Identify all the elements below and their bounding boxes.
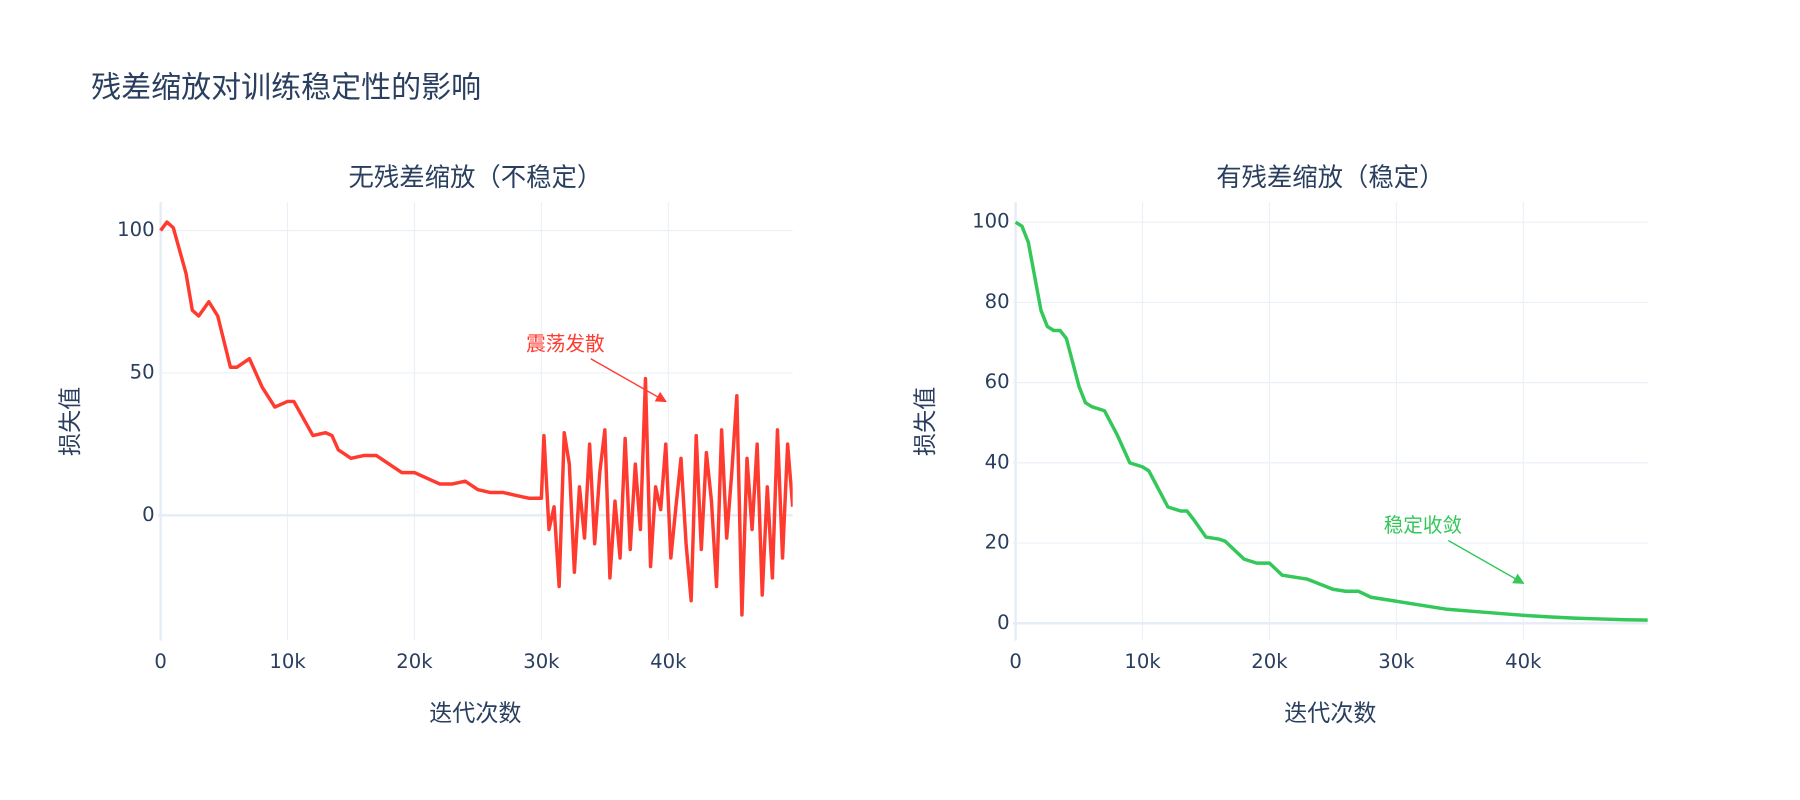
- y-tick-label: 0: [142, 503, 154, 526]
- subplot-title: 有残差缩放（稳定）: [1216, 162, 1444, 192]
- loss-line: [159, 220, 793, 617]
- x-tick-label: 0: [154, 650, 166, 673]
- subplot: 无残差缩放（不稳定） 迭代次数 损失值 0 10k 20k 30k 40k 0 50 100 震荡发散: [58, 162, 793, 727]
- x-tick-label: 20k: [396, 650, 433, 673]
- y-tick-label: 100: [972, 210, 1009, 233]
- x-tick-label: 30k: [523, 650, 560, 673]
- y-tick-label: 60: [985, 370, 1010, 393]
- x-tick-label: 10k: [1124, 650, 1161, 673]
- y-tick-label: 100: [117, 218, 154, 241]
- x-tick-label: 20k: [1251, 650, 1288, 673]
- y-tick-label: 40: [985, 450, 1010, 473]
- y-axis-title: 损失值: [913, 387, 939, 456]
- y-axis-title: 损失值: [58, 387, 84, 456]
- x-tick-label: 40k: [1505, 650, 1542, 673]
- x-axis-title: 迭代次数: [429, 701, 521, 727]
- annotation-arrow: [1447, 539, 1525, 584]
- x-tick-label: 10k: [269, 650, 306, 673]
- x-axis-title: 迭代次数: [1284, 701, 1376, 727]
- x-tick-label: 0: [1009, 650, 1021, 673]
- y-tick-label: 0: [997, 611, 1009, 634]
- y-tick-label: 50: [130, 360, 155, 383]
- x-tick-label: 40k: [650, 650, 687, 673]
- y-tick-label: 20: [985, 531, 1010, 554]
- annotation-text: 稳定收敛: [1384, 514, 1462, 537]
- figure-title: 残差缩放对训练稳定性的影响: [91, 71, 481, 106]
- y-tick-label: 80: [985, 290, 1010, 313]
- x-tick-label: 30k: [1378, 650, 1415, 673]
- annotation-arrow: [590, 358, 667, 403]
- loss-line: [1014, 220, 1648, 622]
- annotation-text: 震荡发散: [526, 332, 604, 355]
- subplot-title: 无残差缩放（不稳定）: [349, 162, 603, 192]
- subplot: 有残差缩放（稳定） 迭代次数 损失值 0 10k 20k 30k 40k 0 20 40 60 80 10…: [913, 162, 1648, 727]
